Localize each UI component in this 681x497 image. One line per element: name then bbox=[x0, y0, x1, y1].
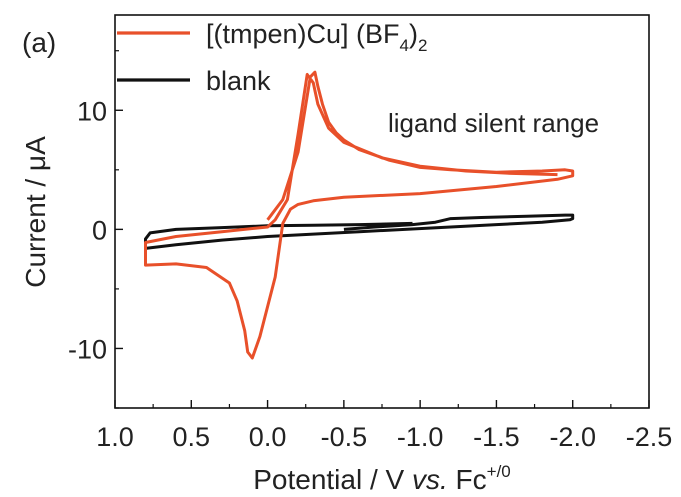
y-tick-label: 10 bbox=[77, 96, 107, 126]
legend: [(tmpen)Cu] (BF4)2 blank bbox=[117, 19, 427, 96]
x-tick-label: -1.5 bbox=[473, 422, 520, 452]
legend-label-copper-complex: [(tmpen)Cu] (BF4)2 bbox=[206, 19, 427, 55]
x-axis-title: Potential / V vs. Fc+/0 bbox=[253, 462, 511, 495]
panel-label: (a) bbox=[22, 27, 56, 58]
axis-ticks: 1.0 0.5 0.0 -0.5 -1.0 -1.5 -2.0 -2.5 10 0 -10 bbox=[68, 50, 673, 452]
x-tick-label: -2.0 bbox=[549, 422, 596, 452]
series-line-copper-complex bbox=[144, 70, 575, 360]
x-tick-label: -1.0 bbox=[397, 422, 444, 452]
plot-frame bbox=[114, 14, 650, 409]
x-tick-label: 1.0 bbox=[96, 422, 134, 452]
legend-label-blank: blank bbox=[206, 66, 271, 96]
annotation-ligand-silent-range: ligand silent range bbox=[388, 108, 599, 138]
subscript-4: 4 bbox=[400, 36, 409, 55]
series-line-blank bbox=[144, 213, 575, 250]
x-tick-label: 0.0 bbox=[249, 422, 287, 452]
y-tick-label: -10 bbox=[68, 334, 107, 364]
series-layer bbox=[144, 70, 575, 360]
y-tick-label: 0 bbox=[92, 215, 107, 245]
x-tick-label: -2.5 bbox=[626, 422, 673, 452]
x-tick-label: -0.5 bbox=[321, 422, 368, 452]
subscript-2: 2 bbox=[418, 36, 427, 55]
y-axis-title: Current / μA bbox=[20, 136, 51, 288]
x-tick-label: 0.5 bbox=[173, 422, 211, 452]
